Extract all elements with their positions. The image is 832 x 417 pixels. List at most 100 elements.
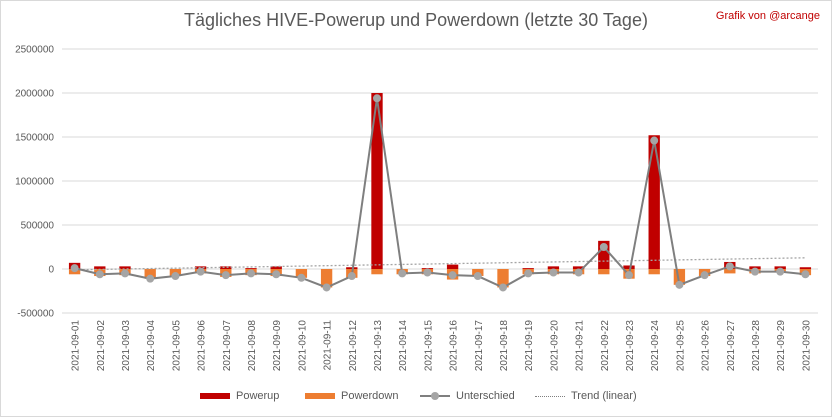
difference-point (196, 267, 205, 276)
x-tick-label: 2021-09-17 (474, 320, 485, 372)
legend-label-powerup: Powerup (236, 390, 280, 402)
y-tick-label: 2500000 (15, 45, 54, 56)
x-tick-label: 2021-09-06 (197, 320, 208, 372)
y-tick-label: 0 (48, 265, 54, 276)
trend-line (74, 257, 806, 271)
difference-point (725, 262, 734, 271)
x-tick-label: 2021-09-16 (449, 320, 460, 372)
chart-title: Tägliches HIVE-Powerup und Powerdown (le… (184, 10, 648, 30)
difference-point (221, 271, 230, 280)
y-tick-label: 2000000 (15, 89, 54, 100)
legend-item-trend: Trend (linear) (535, 388, 637, 404)
x-tick-label: 2021-09-07 (222, 320, 233, 372)
x-tick-label: 2021-09-11 (323, 320, 334, 371)
difference-point (549, 268, 558, 277)
difference-point (247, 269, 255, 278)
difference-point (751, 267, 759, 276)
difference-point (95, 270, 104, 279)
y-tick-label: 1000000 (15, 177, 54, 188)
bar-powerup (572, 266, 585, 269)
legend-label-powerdown: Powerdown (341, 390, 399, 402)
difference-point (675, 280, 684, 289)
bar-powerup (346, 267, 358, 269)
bar-powerup (119, 266, 131, 269)
bar-powerup (799, 267, 812, 269)
x-tick-label: 2021-09-18 (499, 320, 510, 372)
bar-powerdown (648, 269, 660, 275)
x-tick-label: 2021-09-21 (575, 320, 586, 372)
x-tick-label: 2021-09-26 (701, 320, 712, 372)
bar-powerdown (497, 269, 509, 288)
bar-powerdown (598, 269, 610, 275)
difference-point (398, 269, 407, 278)
difference-point (499, 283, 507, 292)
difference-point (171, 272, 180, 281)
x-tick-label: 2021-09-25 (675, 320, 686, 372)
x-tick-label: 2021-09-19 (524, 320, 535, 372)
bar-powerup (623, 265, 635, 269)
bar-powerup (270, 266, 282, 269)
difference-point (574, 268, 583, 277)
x-tick-label: 2021-09-10 (297, 320, 308, 372)
legend-swatch-powerdown (305, 393, 335, 399)
legend: Powerup Powerdown Unterschied Trend (lin… (0, 388, 832, 404)
difference-point (373, 94, 381, 103)
y-axis-ticks: -500000 0 500000 1000000 1500000 2000000 25000… (15, 45, 54, 320)
difference-point (146, 274, 155, 283)
y-tick-label: -500000 (17, 309, 54, 320)
bar-powerup (648, 135, 660, 269)
x-axis-ticks: 2021-09-01 2021-09-02 2021-09-03 2021-09-04… (71, 320, 813, 372)
x-tick-label: 2021-09-15 (423, 320, 434, 372)
y-tick-label: 1500000 (15, 133, 54, 144)
trend-line-path (74, 257, 806, 271)
x-tick-label: 2021-09-24 (650, 320, 661, 372)
difference-point (625, 271, 633, 280)
bar-powerup (547, 266, 560, 269)
difference-point (448, 271, 457, 280)
difference-point (121, 269, 129, 278)
legend-item-unterschied: Unterschied (420, 388, 515, 404)
bar-powerup (446, 264, 459, 269)
legend-swatch-trend (535, 395, 565, 397)
difference-point (70, 264, 79, 273)
legend-swatch-powerup (200, 393, 230, 399)
difference-point (650, 136, 659, 145)
bar-powerdown (673, 269, 686, 285)
x-tick-label: 2021-09-01 (71, 320, 82, 372)
bar-powerdown (371, 269, 383, 275)
difference-point (423, 268, 432, 277)
x-tick-label: 2021-09-29 (776, 320, 787, 372)
bar-powerdown (724, 269, 736, 274)
legend-item-powerdown: Powerdown (305, 388, 398, 404)
bars (68, 93, 812, 288)
bar-powerup (220, 266, 232, 269)
x-tick-label: 2021-09-04 (146, 320, 157, 372)
x-tick-label: 2021-09-02 (96, 320, 107, 372)
difference-polyline (74, 98, 806, 289)
difference-point (297, 273, 306, 282)
difference-point (322, 283, 331, 292)
difference-point (473, 272, 482, 281)
difference-line (70, 94, 810, 292)
bar-powerup (522, 268, 534, 269)
x-tick-label: 2021-09-23 (625, 320, 636, 372)
difference-point (347, 272, 356, 281)
difference-point (524, 269, 533, 278)
bar-powerup (245, 268, 257, 269)
bar-powerdown (295, 269, 308, 278)
x-tick-label: 2021-09-09 (272, 320, 283, 372)
difference-point (801, 270, 810, 279)
legend-label-trend: Trend (linear) (571, 390, 637, 402)
legend-label-unterschied: Unterschied (456, 390, 515, 402)
bar-powerup (94, 266, 106, 269)
difference-point (700, 271, 709, 280)
bar-powerup (371, 93, 383, 269)
x-tick-label: 2021-09-05 (171, 320, 182, 372)
legend-item-powerup: Powerup (200, 388, 279, 404)
x-tick-label: 2021-09-27 (726, 320, 737, 372)
x-tick-label: 2021-09-30 (801, 320, 812, 372)
gridlines (62, 48, 818, 314)
difference-point (776, 267, 785, 276)
